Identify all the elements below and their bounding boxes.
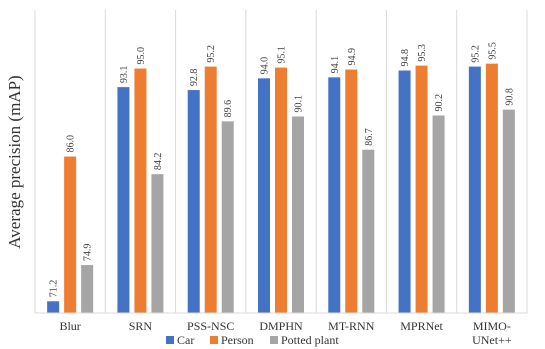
bar-potted-plant xyxy=(362,149,375,313)
bar-potted-plant xyxy=(151,174,164,313)
bar-car xyxy=(47,301,60,313)
x-tick-label: MIMO-UNet++ xyxy=(472,319,512,347)
legend-label: Car xyxy=(177,333,194,347)
x-tick-label-line: SRN xyxy=(129,319,153,333)
data-label: 86.0 xyxy=(66,135,77,153)
x-tick-label-line: UNet++ xyxy=(472,333,512,347)
bar-layer xyxy=(47,63,515,314)
x-tick-label: SRN xyxy=(129,319,153,333)
bar-potted-plant xyxy=(292,116,304,313)
data-label: 95.5 xyxy=(487,42,498,60)
data-label: 95.2 xyxy=(470,45,481,63)
bar-potted-plant xyxy=(221,121,234,313)
x-tick-label-line: PSS-NSC xyxy=(187,319,234,333)
data-label: 90.1 xyxy=(294,95,305,113)
bar-person xyxy=(485,63,498,313)
x-tick-label-line: MIMO- xyxy=(473,319,511,333)
data-label: 86.7 xyxy=(364,128,375,146)
data-label: 94.0 xyxy=(260,57,271,75)
data-label: 94.8 xyxy=(400,49,411,67)
axis-layer: Blur SRN PSS-NSC DMPHN MT-RNN MPRNet MIMO-UNet… xyxy=(35,312,527,347)
bar-car xyxy=(117,87,130,313)
bar-car xyxy=(328,77,341,313)
x-tick-label: PSS-NSC xyxy=(187,319,234,333)
legend-label: Potted plant xyxy=(281,333,339,347)
legend: Car Person Potted plant xyxy=(166,333,339,347)
legend-swatch xyxy=(166,336,174,344)
bar-potted-plant xyxy=(81,265,94,313)
x-tick-label-line: MPRNet xyxy=(400,319,443,333)
x-tick-label: Blur xyxy=(59,319,80,333)
x-tick-label-line: DMPHN xyxy=(259,319,303,333)
data-label: 95.0 xyxy=(136,47,147,65)
bar-person xyxy=(134,68,147,313)
data-label: 93.1 xyxy=(119,66,130,84)
bar-potted-plant xyxy=(502,109,515,313)
data-label: 95.3 xyxy=(417,44,428,62)
legend-swatch xyxy=(270,336,278,344)
bar-person xyxy=(204,66,217,313)
data-label: 92.8 xyxy=(189,69,200,87)
bar-person xyxy=(275,67,287,313)
data-label: 90.2 xyxy=(434,94,445,112)
bar-car xyxy=(468,66,481,313)
data-label: 89.6 xyxy=(223,100,234,118)
bar-person xyxy=(64,156,77,313)
x-tick-label: MPRNet xyxy=(400,319,443,333)
y-axis-title: Average precision (mAP) xyxy=(5,75,24,248)
data-label: 94.1 xyxy=(330,56,341,74)
data-label: 95.2 xyxy=(206,45,217,63)
x-tick-label-line: Blur xyxy=(59,319,80,333)
data-label: 95.1 xyxy=(277,46,288,64)
bar-car xyxy=(187,90,200,313)
bar-person xyxy=(415,65,428,313)
x-tick-label-line: MT-RNN xyxy=(328,319,375,333)
data-label: 94.9 xyxy=(347,48,358,66)
data-label: 90.8 xyxy=(504,88,515,106)
label-layer: 71.2 86.0 74.9 93.1 95.0 84.2 92.8 95.2 89.6 94.0… xyxy=(49,42,516,297)
legend-label: Person xyxy=(221,333,254,347)
legend-swatch xyxy=(210,336,218,344)
grid-layer xyxy=(34,10,528,313)
bar-car xyxy=(258,78,270,313)
bar-potted-plant xyxy=(432,115,445,313)
bar-car xyxy=(398,70,411,313)
data-label: 74.9 xyxy=(83,244,94,262)
data-label: 71.2 xyxy=(49,280,60,298)
data-label: 84.2 xyxy=(153,153,164,171)
bar-person xyxy=(345,69,358,314)
x-tick-label: MT-RNN xyxy=(328,319,375,333)
x-tick-label: DMPHN xyxy=(259,319,303,333)
